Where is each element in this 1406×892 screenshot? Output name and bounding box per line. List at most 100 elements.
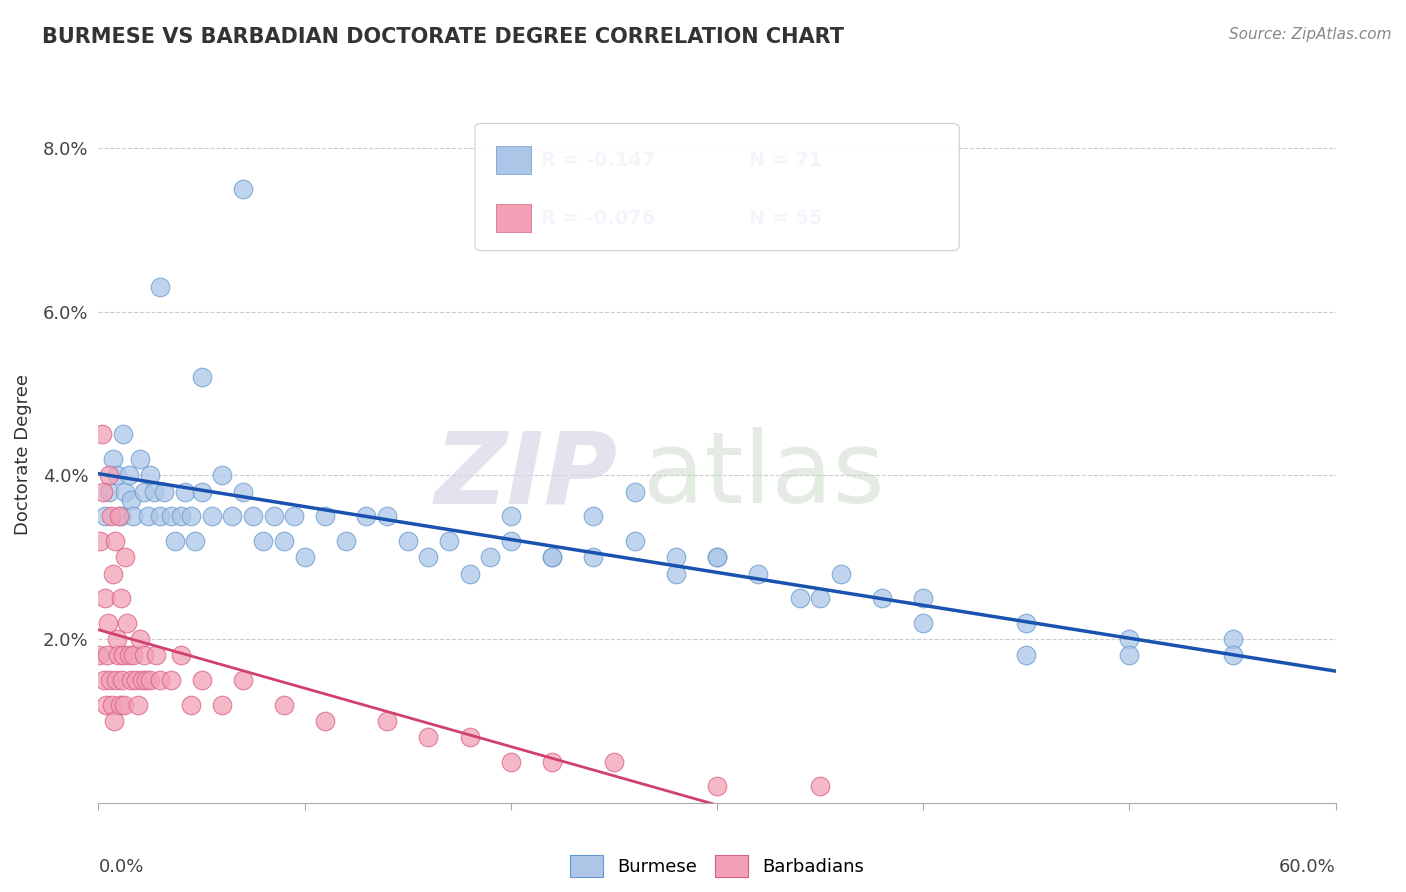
Point (314, 714, 336, 728)
Text: N = 71: N = 71 (749, 151, 823, 169)
Point (1015, 615, 1038, 630)
Point (190, 484, 212, 499)
Point (499, 533, 522, 548)
Point (118, 468, 141, 483)
Point (396, 533, 419, 548)
Point (114, 484, 136, 499)
Point (101, 698, 124, 712)
Point (132, 484, 155, 499)
Point (232, 673, 254, 687)
Point (101, 452, 124, 467)
Point (541, 755, 564, 769)
Point (93, 509, 115, 524)
Point (335, 533, 357, 548)
Point (112, 648, 135, 663)
Point (294, 550, 316, 565)
Point (97, 468, 120, 483)
Point (283, 509, 305, 524)
Point (706, 780, 728, 794)
Point (242, 509, 264, 524)
Point (375, 509, 398, 524)
Point (128, 452, 150, 467)
Point (145, 648, 167, 663)
Point (98, 673, 121, 687)
Point (375, 714, 398, 728)
Point (114, 550, 136, 565)
Point (159, 673, 181, 687)
Point (665, 566, 688, 581)
Point (174, 484, 197, 499)
Point (180, 509, 202, 524)
Point (458, 731, 481, 745)
Point (170, 509, 193, 524)
Point (665, 550, 688, 565)
Point (122, 648, 145, 663)
Point (912, 615, 935, 630)
Point (149, 280, 172, 294)
Point (808, 780, 831, 794)
Point (870, 591, 893, 606)
Point (136, 509, 159, 524)
Point (89, 648, 111, 663)
Point (211, 698, 233, 712)
Text: atlas: atlas (643, 427, 884, 524)
Point (139, 673, 162, 687)
Point (103, 714, 125, 728)
Point (1222, 632, 1244, 646)
Point (131, 673, 153, 687)
Point (96, 648, 118, 663)
Point (149, 509, 172, 524)
Point (180, 698, 202, 712)
Point (830, 566, 852, 581)
Point (1015, 648, 1038, 663)
Point (314, 509, 336, 524)
Point (91, 484, 114, 499)
Point (190, 370, 212, 384)
Point (479, 550, 502, 565)
Point (101, 566, 124, 581)
Point (110, 591, 132, 606)
Text: R = -0.076: R = -0.076 (541, 209, 655, 227)
Point (1118, 632, 1140, 646)
Point (541, 550, 564, 565)
Point (90, 427, 112, 442)
Point (110, 509, 132, 524)
Text: N = 55: N = 55 (749, 209, 823, 227)
Point (499, 509, 522, 524)
Point (97, 615, 120, 630)
Point (912, 591, 935, 606)
Point (107, 648, 129, 663)
Point (541, 550, 564, 565)
Point (127, 698, 149, 712)
Text: 0.0%: 0.0% (98, 858, 143, 877)
Point (100, 509, 122, 524)
Point (163, 533, 186, 548)
Point (112, 427, 135, 442)
Point (111, 673, 134, 687)
Text: BURMESE VS BARBADIAN DOCTORATE DEGREE CORRELATION CHART: BURMESE VS BARBADIAN DOCTORATE DEGREE CO… (42, 27, 844, 46)
Point (747, 566, 769, 581)
Point (190, 673, 212, 687)
Point (89, 533, 111, 548)
Text: ZIP: ZIP (434, 427, 619, 524)
Point (104, 533, 127, 548)
Point (582, 550, 605, 565)
Point (221, 509, 243, 524)
Point (122, 509, 145, 524)
Point (120, 492, 142, 507)
Point (1222, 648, 1244, 663)
Point (499, 755, 522, 769)
Point (706, 550, 728, 565)
Point (143, 484, 166, 499)
Point (153, 484, 176, 499)
Point (94, 698, 117, 712)
Point (418, 731, 440, 745)
Point (418, 550, 440, 565)
Point (1118, 648, 1140, 663)
Point (706, 550, 728, 565)
Point (808, 591, 831, 606)
Point (232, 484, 254, 499)
Point (623, 484, 645, 499)
Point (93, 673, 115, 687)
Point (603, 755, 626, 769)
